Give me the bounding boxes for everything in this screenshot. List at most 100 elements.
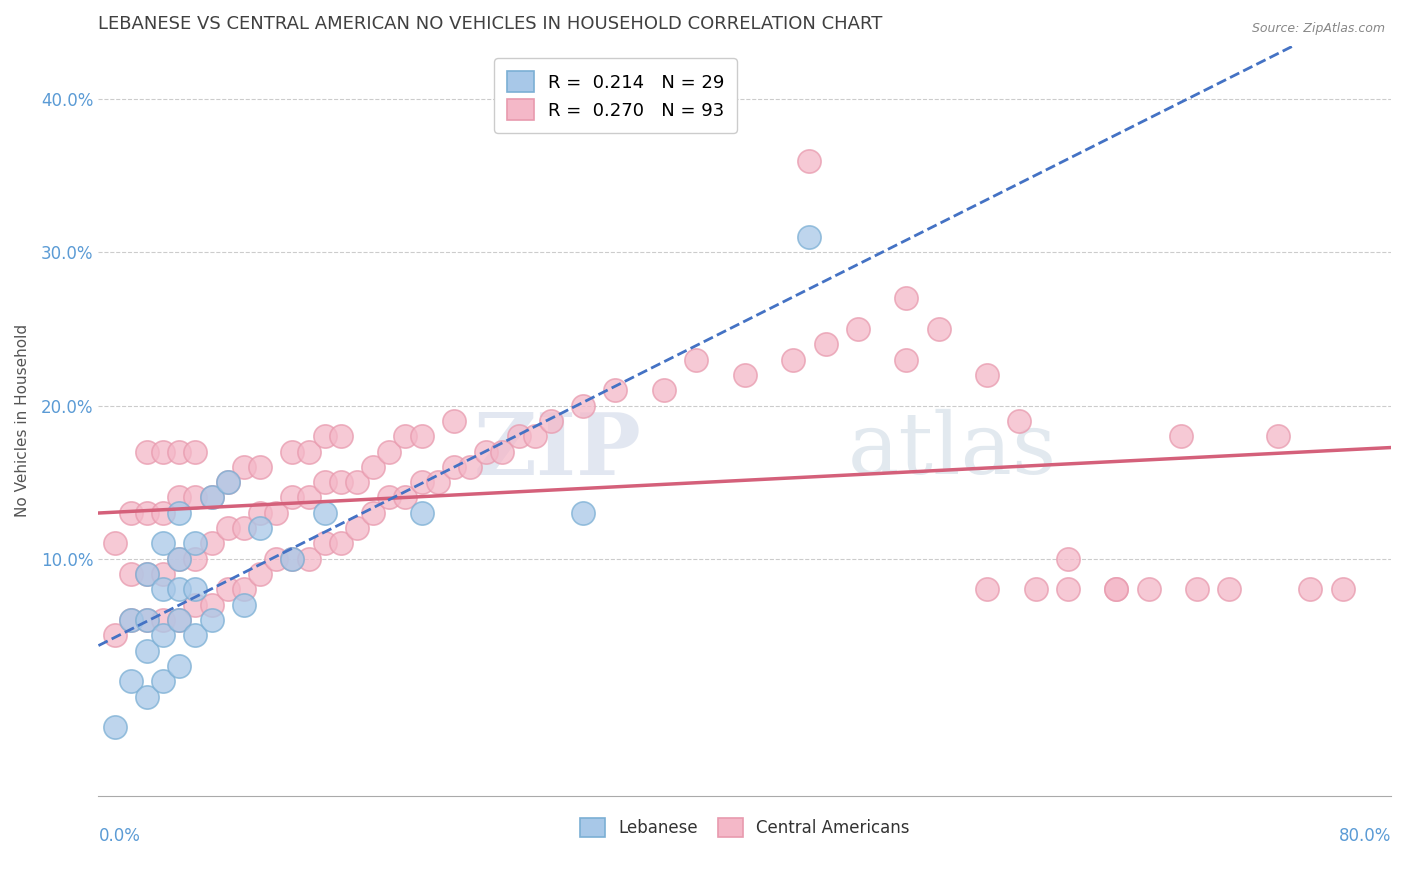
Point bbox=[136, 567, 159, 582]
Point bbox=[346, 521, 368, 535]
Point bbox=[200, 491, 222, 505]
Point bbox=[264, 551, 287, 566]
Point bbox=[346, 475, 368, 490]
Point bbox=[297, 491, 319, 505]
Point bbox=[167, 613, 190, 627]
Point bbox=[1185, 582, 1208, 597]
Point bbox=[120, 613, 142, 627]
Point bbox=[136, 643, 159, 657]
Point bbox=[475, 444, 498, 458]
Point bbox=[1331, 582, 1354, 597]
Point bbox=[314, 429, 336, 443]
Point bbox=[104, 720, 127, 734]
Point bbox=[167, 551, 190, 566]
Point bbox=[799, 153, 821, 168]
Point bbox=[540, 414, 562, 428]
Point bbox=[411, 429, 433, 443]
Point bbox=[1105, 582, 1128, 597]
Point bbox=[167, 491, 190, 505]
Point bbox=[200, 536, 222, 550]
Point bbox=[184, 444, 207, 458]
Point bbox=[572, 506, 595, 520]
Point bbox=[378, 444, 401, 458]
Point bbox=[136, 444, 159, 458]
Point bbox=[394, 491, 416, 505]
Point bbox=[152, 582, 174, 597]
Point bbox=[104, 536, 127, 550]
Point bbox=[976, 582, 998, 597]
Point bbox=[799, 230, 821, 244]
Point bbox=[217, 521, 239, 535]
Point bbox=[329, 536, 352, 550]
Text: LEBANESE VS CENTRAL AMERICAN NO VEHICLES IN HOUSEHOLD CORRELATION CHART: LEBANESE VS CENTRAL AMERICAN NO VEHICLES… bbox=[98, 15, 883, 33]
Point bbox=[1008, 414, 1031, 428]
Point bbox=[249, 521, 271, 535]
Point bbox=[361, 506, 384, 520]
Point bbox=[652, 384, 675, 398]
Point bbox=[685, 352, 707, 367]
Point bbox=[136, 567, 159, 582]
Point bbox=[814, 337, 837, 351]
Point bbox=[329, 429, 352, 443]
Point bbox=[394, 429, 416, 443]
Point bbox=[264, 506, 287, 520]
Point bbox=[846, 322, 869, 336]
Point bbox=[734, 368, 756, 382]
Point bbox=[104, 628, 127, 642]
Point bbox=[249, 506, 271, 520]
Point bbox=[1218, 582, 1240, 597]
Point bbox=[281, 551, 304, 566]
Point bbox=[314, 475, 336, 490]
Point bbox=[508, 429, 530, 443]
Point bbox=[329, 475, 352, 490]
Point bbox=[782, 352, 804, 367]
Point bbox=[232, 459, 254, 474]
Text: 0.0%: 0.0% bbox=[98, 827, 141, 845]
Point bbox=[281, 491, 304, 505]
Point bbox=[378, 491, 401, 505]
Point bbox=[314, 506, 336, 520]
Point bbox=[152, 444, 174, 458]
Text: Source: ZipAtlas.com: Source: ZipAtlas.com bbox=[1251, 22, 1385, 36]
Point bbox=[1057, 582, 1080, 597]
Point bbox=[184, 628, 207, 642]
Point bbox=[928, 322, 950, 336]
Point bbox=[314, 536, 336, 550]
Point bbox=[184, 551, 207, 566]
Point bbox=[976, 368, 998, 382]
Point bbox=[167, 613, 190, 627]
Point bbox=[426, 475, 449, 490]
Point bbox=[572, 399, 595, 413]
Point bbox=[232, 582, 254, 597]
Point bbox=[120, 506, 142, 520]
Point bbox=[1137, 582, 1160, 597]
Y-axis label: No Vehicles in Household: No Vehicles in Household bbox=[15, 325, 30, 517]
Text: 80.0%: 80.0% bbox=[1339, 827, 1391, 845]
Point bbox=[217, 475, 239, 490]
Point bbox=[167, 659, 190, 673]
Point bbox=[281, 551, 304, 566]
Point bbox=[217, 582, 239, 597]
Point bbox=[232, 521, 254, 535]
Point bbox=[136, 506, 159, 520]
Point bbox=[120, 674, 142, 689]
Point bbox=[281, 444, 304, 458]
Point bbox=[249, 459, 271, 474]
Point bbox=[152, 536, 174, 550]
Point bbox=[896, 291, 918, 305]
Point bbox=[200, 613, 222, 627]
Point bbox=[184, 491, 207, 505]
Point bbox=[152, 506, 174, 520]
Point bbox=[458, 459, 481, 474]
Point bbox=[136, 613, 159, 627]
Point bbox=[1299, 582, 1322, 597]
Point bbox=[411, 506, 433, 520]
Point bbox=[896, 352, 918, 367]
Point bbox=[167, 444, 190, 458]
Point bbox=[297, 444, 319, 458]
Point bbox=[120, 567, 142, 582]
Point bbox=[249, 567, 271, 582]
Point bbox=[167, 551, 190, 566]
Point bbox=[167, 582, 190, 597]
Point bbox=[152, 628, 174, 642]
